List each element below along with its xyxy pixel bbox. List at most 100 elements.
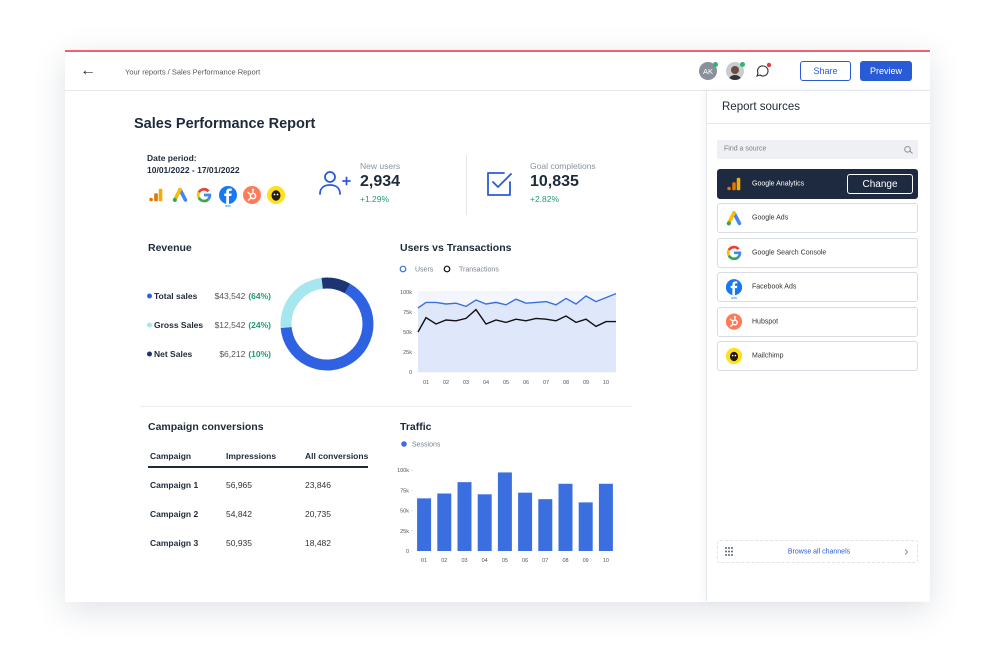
report-source-icons [149, 185, 285, 205]
kpi-divider [466, 155, 467, 215]
table-cell: 20,735 [305, 509, 331, 519]
source-icon [725, 211, 742, 228]
x-tick-label: 09 [583, 380, 589, 386]
change-button[interactable]: Change [847, 174, 913, 194]
x-tick-label: 01 [423, 380, 429, 386]
source-name: Google Ads [752, 214, 789, 222]
x-tick-label: 05 [502, 558, 508, 564]
legend-label: Users [415, 267, 434, 274]
bar [538, 499, 553, 551]
ads-badge: ads [225, 204, 231, 208]
bar [457, 482, 472, 551]
amount: $12,542 [214, 320, 246, 330]
x-tick-label: 06 [522, 558, 528, 564]
source-icon [726, 245, 742, 261]
legend-amount: $6,212 (10%) [219, 349, 271, 359]
x-tick-label: 07 [542, 558, 548, 564]
x-tick-label: 02 [443, 380, 449, 386]
legend-marker [399, 265, 407, 273]
icon-google-ads [171, 187, 188, 204]
legend-label: Sessions [412, 442, 441, 449]
table-cell: Campaign 2 [150, 509, 199, 519]
section-title: Traffic [400, 421, 432, 433]
source-item[interactable] [717, 203, 918, 234]
icon-google [196, 187, 212, 203]
y-tick-label: 0 [409, 370, 412, 376]
icon-mailchimp [267, 186, 285, 204]
source-icon [727, 177, 741, 191]
date-label: Date period: [147, 153, 197, 163]
x-tick-label: 05 [503, 380, 509, 386]
legend-label: Transactions [459, 267, 499, 274]
y-tick-label: 25k [403, 350, 412, 356]
source-name: Google Search Console [752, 249, 827, 257]
donut-segment [280, 277, 324, 328]
date-range: 10/01/2022 - 17/01/2022 [147, 165, 240, 175]
browse-link[interactable]: Browse all channels [787, 548, 851, 556]
preview-button[interactable]: Preview [860, 61, 912, 81]
chevron [904, 549, 909, 555]
kpi-value: 10,835 [530, 173, 579, 190]
header-divider [65, 90, 930, 91]
browse-box[interactable] [717, 540, 918, 563]
section-title: Revenue [148, 242, 192, 254]
source-icon [725, 347, 743, 365]
table-cell: 23,846 [305, 480, 331, 490]
source-item[interactable] [717, 306, 918, 337]
table-cell: Campaign 3 [150, 538, 199, 548]
table-cell: 50,935 [226, 538, 252, 548]
y-tick-label: 100k [400, 290, 412, 296]
kpi-change: +2.82% [530, 194, 560, 204]
kpi-label: Goal completions [530, 161, 596, 171]
y-tick-label: 50k [403, 330, 412, 336]
bar [477, 494, 492, 551]
chat-icon[interactable] [756, 65, 769, 77]
bar [437, 493, 452, 551]
table-cell: 54,842 [226, 509, 252, 519]
kpi-change: +1.29% [360, 194, 390, 204]
avatar-photo[interactable] [726, 62, 744, 80]
ads-badge: ads [731, 296, 737, 300]
x-tick-label: 04 [483, 380, 489, 386]
search-icon [904, 146, 913, 154]
breadcrumb: Your reports / Sales Performance Report [125, 67, 261, 77]
table-cell: 56,965 [226, 480, 252, 490]
table-header: Campaign [150, 451, 192, 461]
search-box[interactable] [717, 140, 918, 159]
source-item[interactable] [717, 272, 918, 303]
notification-dot [766, 62, 772, 68]
share-button[interactable]: Share [800, 61, 851, 81]
search-placeholder: Find a source [724, 145, 767, 153]
y-tick-label: 100k [397, 468, 409, 474]
user-icon [319, 171, 351, 195]
bar [578, 502, 593, 551]
bar [598, 483, 613, 551]
amount: $6,212 [219, 349, 246, 359]
bar [497, 472, 512, 551]
source-item[interactable] [717, 341, 918, 371]
source-item[interactable] [717, 237, 918, 268]
grid-icon [725, 547, 733, 556]
icon-google-analytics [149, 188, 163, 202]
kpi-label: New users [360, 161, 401, 171]
section-divider [140, 406, 632, 407]
x-tick-label: 07 [543, 380, 549, 386]
source-name: Hubspot [752, 318, 779, 326]
legend-marker [401, 441, 407, 447]
source-name: Google Analytics [752, 180, 805, 188]
share: (24%) [248, 320, 271, 330]
x-tick-label: 08 [563, 380, 569, 386]
legend-amount: $43,542 (64%) [215, 291, 271, 301]
avatar[interactable]: AK [699, 62, 717, 80]
icon-hubspot [242, 185, 262, 205]
sidebar-divider [706, 123, 930, 124]
back-arrow[interactable]: ← [80, 62, 96, 79]
legend-marker [443, 265, 451, 273]
donut-segment [321, 277, 351, 294]
bar [558, 483, 573, 551]
legend-dot [147, 351, 152, 357]
status-dot [740, 62, 745, 67]
kpi-value: 2,934 [360, 173, 401, 190]
